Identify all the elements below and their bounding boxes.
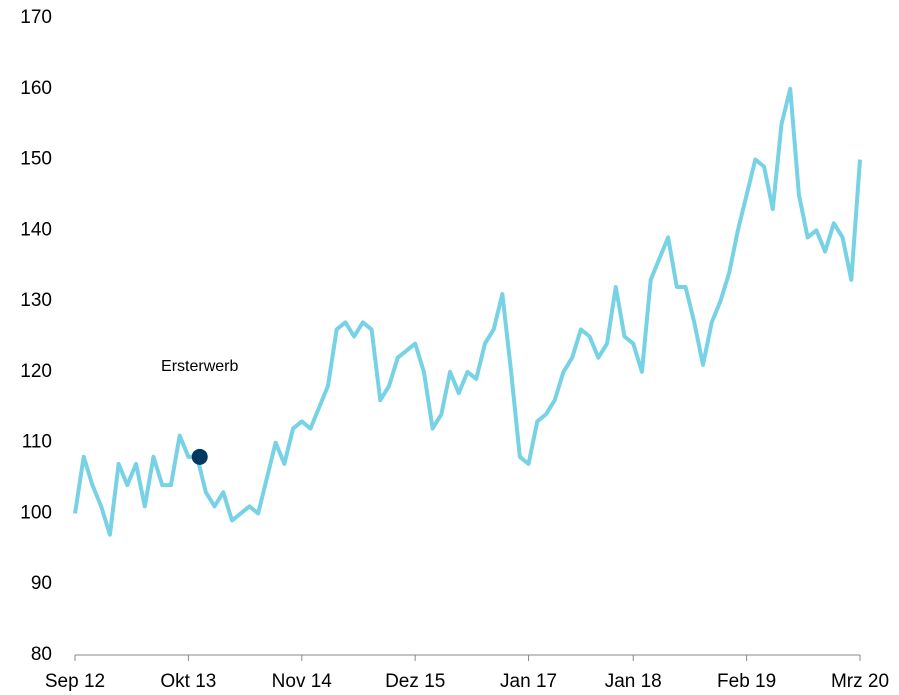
y-tick-label: 100 bbox=[20, 502, 52, 523]
data-line bbox=[73, 86, 862, 537]
x-tick-label: Okt 13 bbox=[160, 671, 216, 692]
annotation-label: Ersterwerb bbox=[161, 358, 238, 375]
y-tick-label: 170 bbox=[20, 7, 52, 28]
y-tick-label: 150 bbox=[20, 149, 52, 170]
y-tick-label: 90 bbox=[31, 573, 52, 594]
y-tick-label: 80 bbox=[31, 644, 52, 665]
y-tick-label: 140 bbox=[20, 219, 52, 240]
y-tick-label: 130 bbox=[20, 290, 52, 311]
x-tick-label: Jan 17 bbox=[500, 671, 557, 692]
x-tick-label: Jan 18 bbox=[605, 671, 662, 692]
y-tick-label: 120 bbox=[20, 361, 52, 382]
y-tick-label: 110 bbox=[22, 432, 52, 453]
x-tick-label: Sep 12 bbox=[45, 671, 105, 692]
x-tick-label: Mrz 20 bbox=[831, 671, 889, 692]
y-tick-label: 160 bbox=[20, 78, 52, 99]
annotation-marker bbox=[191, 448, 208, 465]
x-tick-label: Dez 15 bbox=[385, 671, 445, 692]
x-tick-label: Feb 19 bbox=[717, 671, 776, 692]
x-tick-label: Nov 14 bbox=[272, 671, 333, 692]
